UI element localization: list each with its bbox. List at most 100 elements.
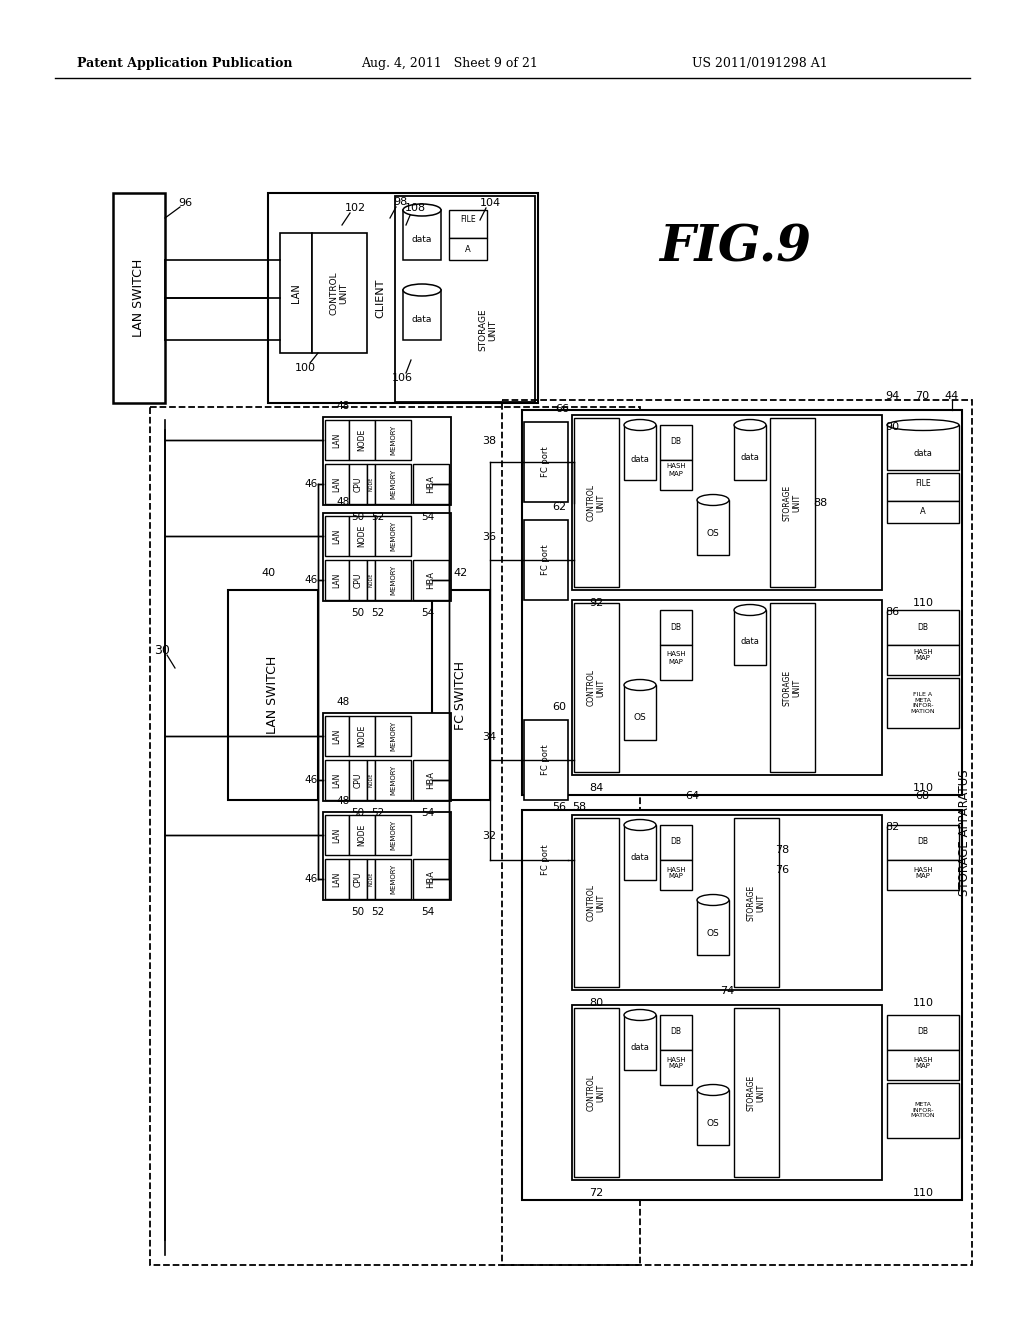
Text: 96: 96 bbox=[178, 198, 193, 209]
Bar bbox=[367, 560, 375, 601]
Text: 92: 92 bbox=[589, 598, 603, 609]
Text: STORAGE
UNIT: STORAGE UNIT bbox=[782, 669, 802, 706]
Text: data: data bbox=[412, 315, 432, 325]
Bar bbox=[524, 719, 568, 800]
Text: CONTROL
UNIT: CONTROL UNIT bbox=[587, 484, 606, 521]
Text: 58: 58 bbox=[572, 803, 586, 812]
Text: HASH
MAP: HASH MAP bbox=[667, 1056, 686, 1069]
Bar bbox=[660, 1049, 692, 1085]
Text: 110: 110 bbox=[912, 598, 934, 609]
Text: MEMORY: MEMORY bbox=[390, 469, 396, 499]
Bar bbox=[325, 465, 349, 504]
Ellipse shape bbox=[403, 205, 441, 216]
Text: HBA: HBA bbox=[427, 771, 435, 789]
Text: 98: 98 bbox=[393, 197, 408, 207]
Text: HASH
MAP: HASH MAP bbox=[667, 866, 686, 879]
Text: LAN SWITCH: LAN SWITCH bbox=[132, 259, 145, 337]
Text: data: data bbox=[631, 853, 649, 862]
Text: 48: 48 bbox=[336, 498, 349, 507]
Text: data: data bbox=[740, 453, 760, 462]
Ellipse shape bbox=[887, 420, 959, 430]
Text: 70: 70 bbox=[914, 391, 929, 401]
Text: LAN: LAN bbox=[333, 871, 341, 887]
Text: STORAGE
UNIT: STORAGE UNIT bbox=[782, 484, 802, 520]
Bar bbox=[413, 465, 449, 504]
Bar bbox=[524, 422, 568, 502]
Text: 64: 64 bbox=[685, 791, 699, 801]
Text: 90: 90 bbox=[885, 422, 899, 432]
Ellipse shape bbox=[624, 420, 656, 430]
Bar bbox=[887, 502, 959, 523]
Bar bbox=[524, 520, 568, 601]
Text: 68: 68 bbox=[914, 791, 929, 801]
Text: LAN: LAN bbox=[333, 528, 341, 544]
Text: NODE: NODE bbox=[369, 871, 374, 886]
Text: HASH
MAP: HASH MAP bbox=[667, 652, 686, 664]
Text: 110: 110 bbox=[912, 998, 934, 1008]
Text: LAN: LAN bbox=[333, 573, 341, 587]
Text: FC port: FC port bbox=[542, 845, 551, 875]
Text: 72: 72 bbox=[589, 1188, 603, 1199]
Text: data: data bbox=[740, 638, 760, 647]
Text: 50: 50 bbox=[351, 512, 365, 521]
Text: LAN: LAN bbox=[333, 433, 341, 447]
Bar bbox=[574, 818, 618, 987]
Bar bbox=[887, 473, 959, 502]
Text: HASH
MAP: HASH MAP bbox=[913, 1056, 933, 1069]
Text: CPU: CPU bbox=[353, 772, 362, 788]
Ellipse shape bbox=[697, 895, 729, 906]
Text: NODE: NODE bbox=[357, 525, 367, 546]
Text: FC port: FC port bbox=[542, 446, 551, 478]
Bar bbox=[375, 760, 411, 800]
Bar bbox=[887, 861, 959, 890]
Bar bbox=[449, 238, 487, 260]
Bar bbox=[524, 820, 568, 900]
Text: OS: OS bbox=[707, 928, 720, 937]
Bar bbox=[887, 678, 959, 729]
Text: LAN: LAN bbox=[333, 828, 341, 842]
Text: 48: 48 bbox=[336, 401, 349, 411]
Bar bbox=[624, 825, 656, 880]
Text: A: A bbox=[921, 507, 926, 516]
Text: 110: 110 bbox=[912, 783, 934, 793]
Text: 42: 42 bbox=[454, 568, 468, 578]
Text: META
INFOR-
MATION: META INFOR- MATION bbox=[910, 1102, 935, 1118]
Text: OS: OS bbox=[707, 1118, 720, 1127]
Text: LAN: LAN bbox=[333, 772, 341, 788]
Text: DB: DB bbox=[918, 623, 929, 631]
Ellipse shape bbox=[624, 1010, 656, 1020]
Text: OS: OS bbox=[634, 714, 646, 722]
Text: 32: 32 bbox=[482, 832, 496, 841]
Text: data: data bbox=[631, 1043, 649, 1052]
Text: LAN: LAN bbox=[333, 477, 341, 491]
Bar bbox=[734, 818, 779, 987]
Text: 54: 54 bbox=[421, 609, 434, 618]
Bar bbox=[572, 601, 882, 775]
Bar bbox=[413, 760, 449, 800]
Text: CONTROL
UNIT: CONTROL UNIT bbox=[587, 1074, 606, 1111]
Bar bbox=[349, 814, 375, 855]
Text: 66: 66 bbox=[555, 404, 569, 414]
Bar bbox=[522, 810, 962, 1200]
Bar bbox=[522, 411, 962, 795]
Bar bbox=[323, 812, 451, 900]
Text: 100: 100 bbox=[295, 363, 315, 374]
Bar bbox=[624, 425, 656, 480]
Bar bbox=[770, 603, 815, 772]
Bar bbox=[280, 234, 312, 352]
Text: 52: 52 bbox=[372, 609, 385, 618]
Text: 38: 38 bbox=[482, 436, 496, 446]
Text: 74: 74 bbox=[720, 986, 734, 997]
Text: CONTROL
UNIT: CONTROL UNIT bbox=[587, 669, 606, 706]
Bar bbox=[502, 400, 972, 1265]
Text: NODE: NODE bbox=[357, 824, 367, 846]
Ellipse shape bbox=[403, 284, 441, 296]
Bar bbox=[574, 418, 618, 587]
Text: 34: 34 bbox=[482, 733, 496, 742]
Bar bbox=[395, 195, 535, 403]
Text: 52: 52 bbox=[372, 907, 385, 917]
Text: FC SWITCH: FC SWITCH bbox=[455, 660, 468, 730]
Bar bbox=[375, 560, 411, 601]
Text: CLIENT: CLIENT bbox=[375, 279, 385, 318]
Text: 46: 46 bbox=[304, 874, 317, 884]
